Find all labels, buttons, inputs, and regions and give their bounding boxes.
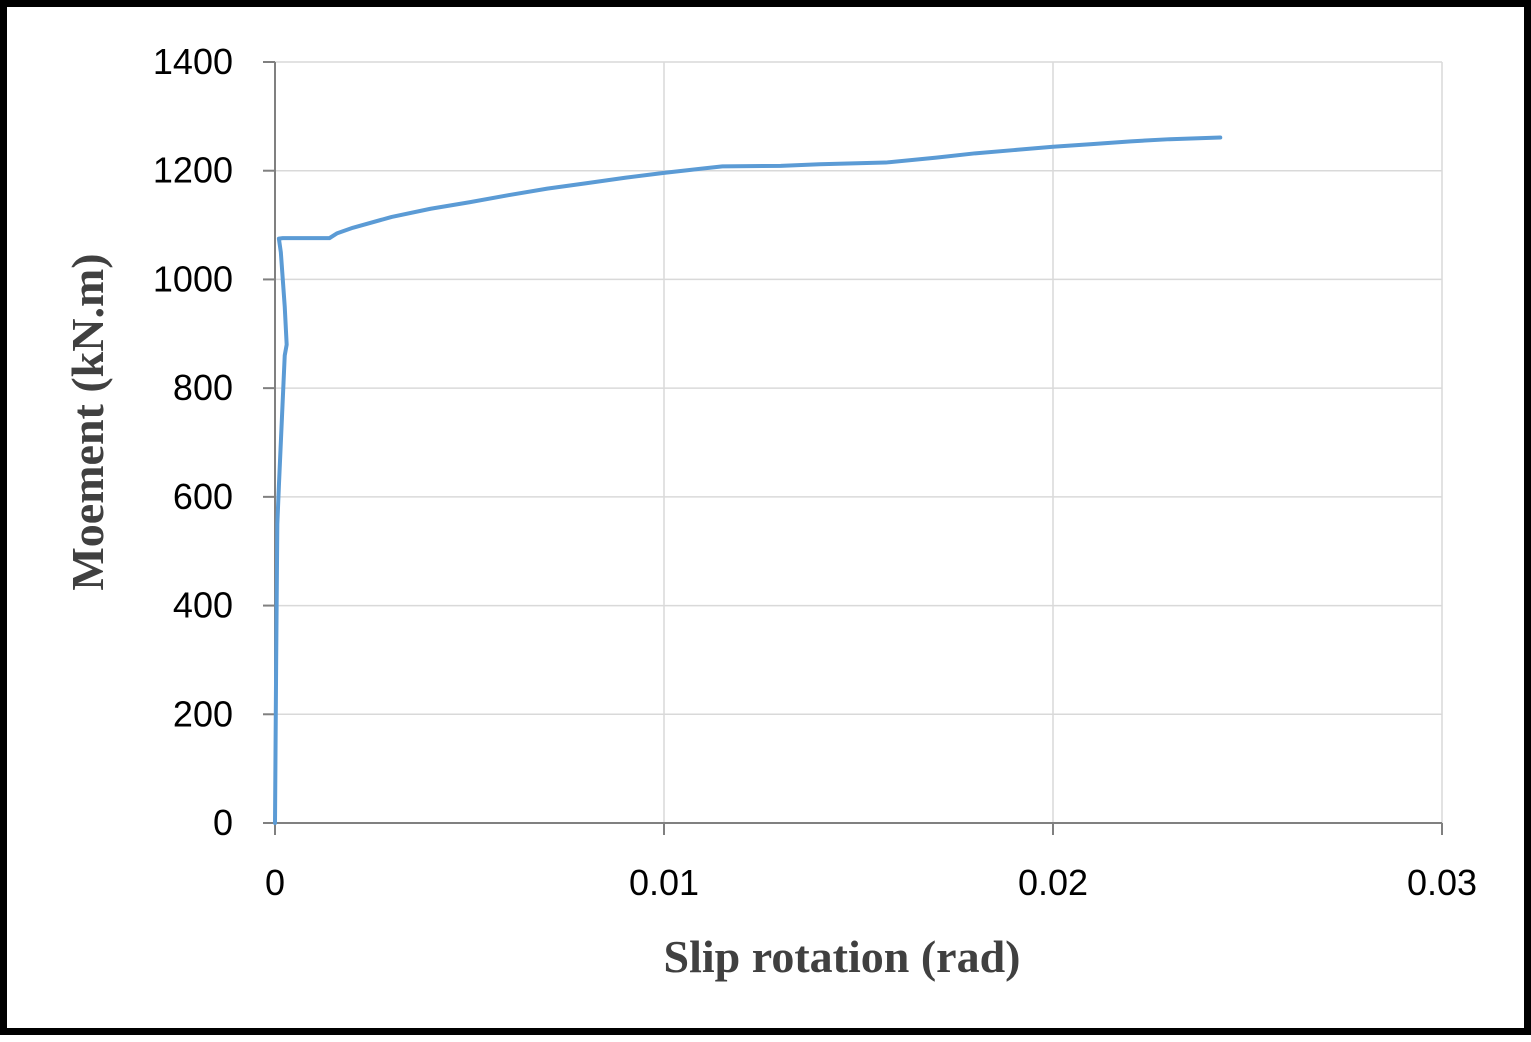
x-tick-label: 0.02 xyxy=(1018,862,1088,903)
y-axis-title: Moement (kN.m) xyxy=(62,253,113,590)
y-tick-label: 1000 xyxy=(153,258,233,299)
y-tick-label: 600 xyxy=(173,476,233,517)
x-tick-label: 0.01 xyxy=(629,862,699,903)
x-tick-label: 0 xyxy=(265,862,285,903)
line-chart: 0 200 400 600 800 1000 1200 1400 0 0.01 0.02 0.03 S… xyxy=(62,41,1477,982)
y-tick-label: 400 xyxy=(173,585,233,626)
x-tick-label: 0.03 xyxy=(1407,862,1477,903)
y-tick-label: 1400 xyxy=(153,41,233,82)
y-tick-label: 200 xyxy=(173,693,233,734)
y-tick-label: 1200 xyxy=(153,150,233,191)
tick-labels: 0 200 400 600 800 1000 1200 1400 0 0.01 0.02 0.03 xyxy=(153,41,1477,903)
x-axis-title: Slip rotation (rad) xyxy=(664,931,1021,982)
series-line xyxy=(273,135,1223,825)
series-lines xyxy=(273,135,1223,825)
y-tick-label: 800 xyxy=(173,367,233,408)
y-tick-label: 0 xyxy=(213,802,233,843)
axes xyxy=(263,61,1443,835)
gridlines xyxy=(275,61,1443,823)
